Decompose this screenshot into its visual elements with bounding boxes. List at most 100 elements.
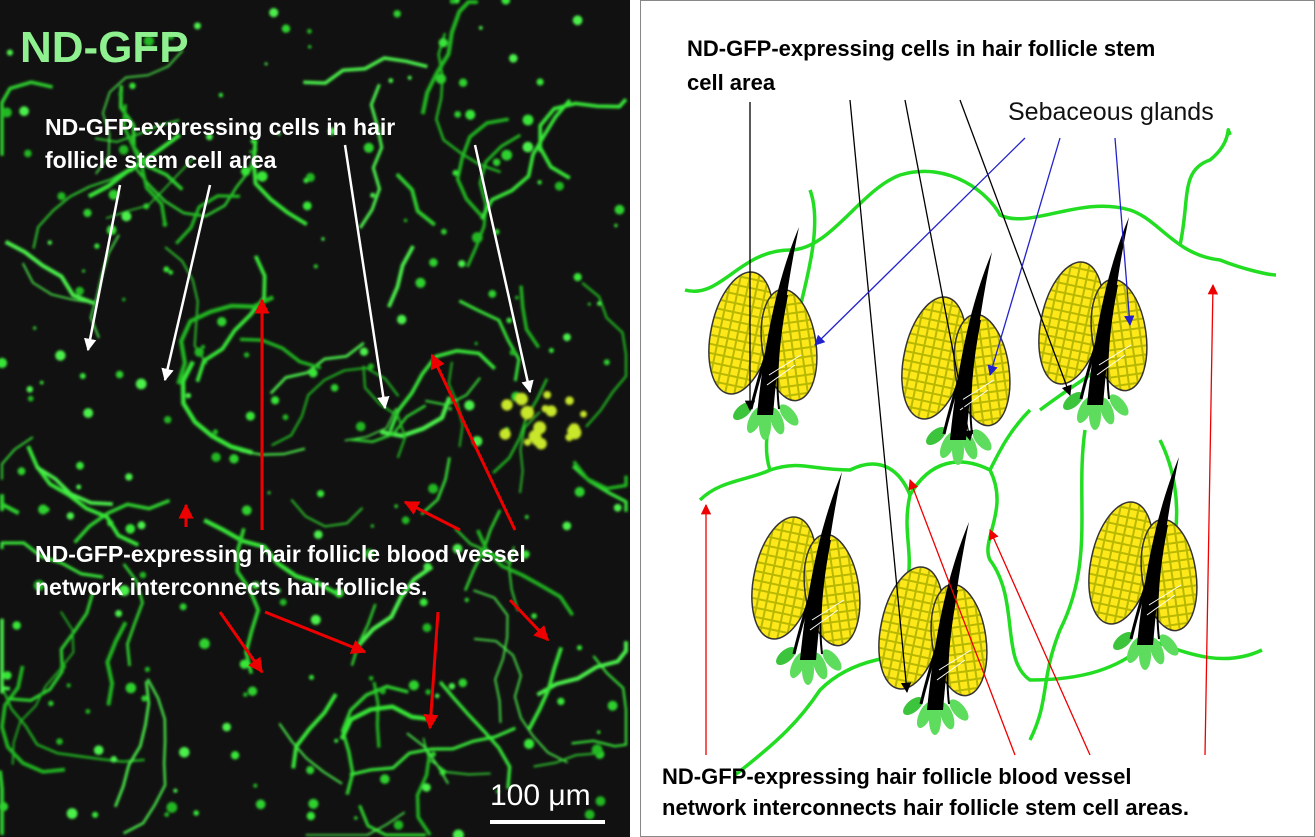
cell-blob <box>303 202 312 211</box>
cell-blob <box>604 359 610 365</box>
cell-blob <box>111 756 118 763</box>
cell-blob <box>567 426 577 436</box>
cell-blob <box>597 301 601 305</box>
cell-blob <box>458 260 465 267</box>
cell-blob <box>369 676 374 681</box>
cell-blob <box>57 192 65 200</box>
cell-blob <box>459 79 467 87</box>
cell-blob <box>537 180 541 184</box>
cell-blob <box>308 799 318 809</box>
cell-blob <box>563 522 572 531</box>
cell-blob <box>229 454 238 463</box>
cell-blob <box>240 660 249 669</box>
cell-blob <box>121 211 131 221</box>
cell-blob <box>573 15 583 25</box>
cell-blob <box>75 287 84 296</box>
cell-blob <box>435 694 440 699</box>
cell-blob <box>515 393 528 406</box>
cell-blob <box>193 810 199 816</box>
cell-blob <box>13 621 21 629</box>
cell-blob <box>180 603 187 610</box>
cell-blob <box>436 74 446 84</box>
cell-blob <box>19 106 29 116</box>
cell-blob <box>429 258 438 267</box>
cell-blob <box>60 664 66 670</box>
cell-blob <box>428 484 438 494</box>
cell-blob <box>464 400 474 410</box>
cell-blob <box>425 689 431 695</box>
cell-blob <box>115 610 122 617</box>
cell-blob <box>222 723 231 732</box>
cell-blob <box>454 111 461 118</box>
annotation: Sebaceous glands <box>1008 98 1214 126</box>
page: ND-GFP hair follicle figure {"left":{"ti… <box>0 0 1315 837</box>
cell-blob <box>555 182 564 191</box>
cell-blob <box>307 29 312 34</box>
cell-blob <box>321 237 324 240</box>
cell-blob <box>107 520 113 526</box>
cell-blob <box>67 808 78 819</box>
cell-blob <box>269 8 278 17</box>
cell-blob <box>307 812 315 820</box>
cell-blob <box>543 391 551 399</box>
cell-blob <box>271 396 279 404</box>
cell-blob <box>199 638 210 649</box>
cell-blob <box>510 350 516 356</box>
cell-blob <box>126 683 137 694</box>
cell-blob <box>440 769 446 775</box>
cell-blob <box>501 399 512 410</box>
cell-blob <box>596 796 606 806</box>
cell-blob <box>82 269 85 272</box>
cell-blob <box>506 318 512 324</box>
cell-blob <box>423 623 432 632</box>
cell-blob <box>283 414 289 420</box>
cell-blob <box>28 396 34 402</box>
annotation: ND-GFP-expressing cells in hair follicle… <box>687 36 1155 61</box>
cell-blob <box>303 178 308 183</box>
cell-blob <box>404 219 408 223</box>
cell-blob <box>246 412 255 421</box>
scale-bar-label: 100 μm <box>490 779 591 812</box>
cell-blob <box>563 333 571 341</box>
cell-blob <box>409 680 419 690</box>
cell-blob <box>169 270 174 275</box>
cell-blob <box>256 800 266 810</box>
cell-blob <box>334 739 338 743</box>
cell-blob <box>309 675 314 680</box>
cell-blob <box>167 802 178 813</box>
cell-blob <box>524 739 534 749</box>
cell-blob <box>549 348 554 353</box>
cell-blob <box>116 371 124 379</box>
cell-blob <box>475 342 478 345</box>
cell-blob <box>217 317 226 326</box>
cell-blob <box>136 379 147 390</box>
cell-blob <box>465 598 469 602</box>
cell-blob <box>244 352 249 357</box>
cell-blob <box>24 150 32 158</box>
cell-blob <box>537 78 544 85</box>
cell-blob <box>380 774 390 784</box>
cell-blob <box>354 816 358 820</box>
cell-blob <box>195 348 204 357</box>
cell-blob <box>94 745 104 755</box>
cell-blob <box>18 467 26 475</box>
cell-blob <box>542 405 549 412</box>
cell-blob <box>501 150 512 161</box>
cell-blob <box>472 232 483 243</box>
cell-blob <box>126 524 136 534</box>
cell-blob <box>40 381 44 385</box>
cell-blob <box>577 645 582 650</box>
cell-blob <box>535 438 546 449</box>
annotation: ND-GFP-expressing hair follicle blood ve… <box>662 764 1131 789</box>
panel-title: ND-GFP <box>20 23 189 72</box>
cell-blob <box>179 747 190 758</box>
cell-blob <box>27 386 34 393</box>
cell-blob <box>125 473 132 480</box>
cell-blob <box>449 683 455 689</box>
cell-blob <box>92 812 98 818</box>
cell-blob <box>394 504 398 508</box>
cell-blob <box>83 408 93 418</box>
cell-blob <box>248 687 257 696</box>
cell-blob <box>163 266 169 272</box>
cell-blob <box>76 485 81 490</box>
